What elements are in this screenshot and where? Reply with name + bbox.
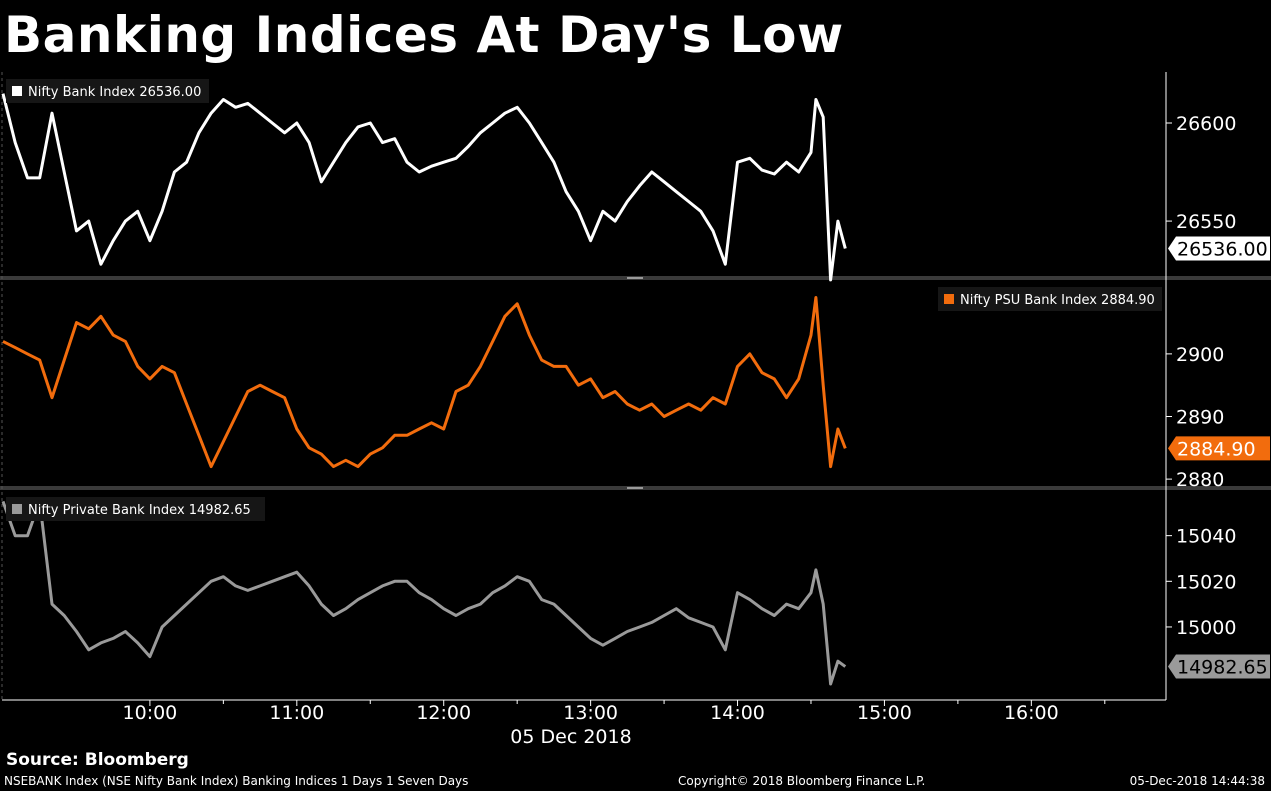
panel-1: 26600 26550 26536.00 Nifty Bank Index 26536… (1, 79, 1270, 282)
x-axis-ticks: 10:00 11:00 12:00 13:00 14:00 15:00 16:00 (123, 700, 1106, 724)
chart-title: Banking Indices At Day's Low (4, 6, 844, 64)
y-tick-label: 26550 (1176, 211, 1236, 233)
y-tick-label: 15020 (1176, 571, 1236, 593)
panel-3: 15040 15020 15000 14982.65 Nifty Private Ban… (1, 497, 1270, 686)
y-tick-label: 2880 (1176, 469, 1224, 491)
last-value-tag (1168, 654, 1270, 679)
legend-box (938, 287, 1162, 311)
series-line-3 (1, 499, 847, 686)
x-tick-label: 10:00 (123, 702, 178, 724)
legend-swatch (12, 504, 22, 514)
panel-divider-handle-1[interactable] (627, 277, 643, 279)
legend-label: Nifty Private Bank Index 14982.65 (28, 503, 251, 518)
x-tick-label: 15:00 (857, 702, 912, 724)
last-value-tag (1168, 236, 1270, 261)
legend-swatch (944, 294, 954, 304)
panel-2: 2900 2890 2880 2884.90 Nifty PSU Bank Index … (2, 287, 1270, 491)
x-tick-label: 11:00 (269, 702, 324, 724)
y-tick-label: 26600 (1176, 113, 1236, 135)
footer-timestamp: 05-Dec-2018 14:44:38 (1129, 774, 1265, 788)
last-value-label: 2884.90 (1177, 438, 1256, 460)
last-value-label: 14982.65 (1177, 657, 1268, 679)
panel-divider-handle-2[interactable] (627, 487, 643, 489)
chart-panels: 26600 26550 26536.00 Nifty Bank Index 26536… (1, 79, 1270, 686)
x-tick-label: 12:00 (416, 702, 471, 724)
source-label: Source: Bloomberg (6, 750, 189, 770)
last-value-label: 26536.00 (1177, 239, 1268, 261)
y-tick-label: 2900 (1176, 344, 1224, 366)
footer-copyright: Copyright© 2018 Bloomberg Finance L.P. (678, 774, 926, 788)
y-tick-label: 15000 (1176, 617, 1236, 639)
legend-box (6, 79, 209, 103)
y-tick-label: 15040 (1176, 526, 1236, 548)
x-tick-label: 14:00 (710, 702, 765, 724)
last-value-tag (1168, 436, 1270, 461)
legend-swatch (12, 86, 22, 96)
series-line-1 (1, 93, 847, 282)
x-tick-label: 13:00 (563, 702, 618, 724)
x-axis-date-label: 05 Dec 2018 (510, 726, 631, 748)
x-tick-label: 16:00 (1004, 702, 1059, 724)
footer-ticker-description: NSEBANK Index (NSE Nifty Bank Index) Ban… (4, 774, 469, 788)
y-tick-label: 2890 (1176, 406, 1224, 428)
legend-box (6, 497, 265, 521)
legend-label: Nifty Bank Index 26536.00 (28, 85, 201, 100)
series-line-2 (2, 296, 847, 469)
legend-label: Nifty PSU Bank Index 2884.90 (960, 293, 1155, 308)
